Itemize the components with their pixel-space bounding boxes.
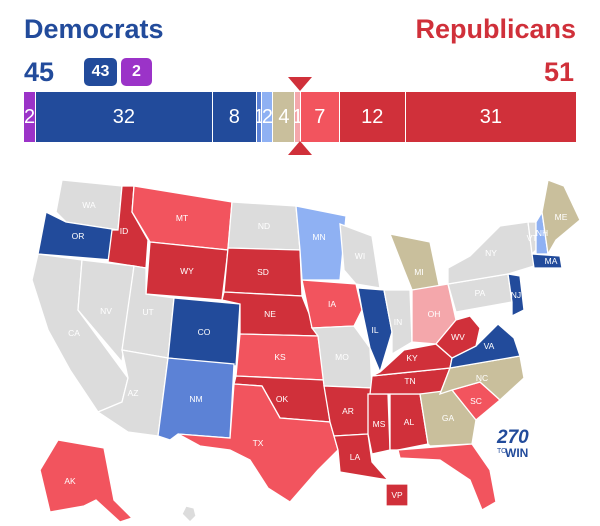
state-label-mi: MI — [414, 267, 423, 277]
state-label-ca: CA — [68, 328, 80, 338]
state-label-mt: MT — [176, 213, 188, 223]
logo-number: 270 — [497, 427, 529, 448]
state-label-wv: WV — [451, 332, 465, 342]
state-label-ky: KY — [406, 353, 418, 363]
state-hi[interactable] — [181, 505, 197, 523]
republicans-label: Republicans — [415, 14, 576, 44]
state-map-svg: WA OR CA ID NV MT WY UT AZ CO NM ND SD NE KS OK TX MN IA MO… — [31, 179, 581, 523]
state-label-oh: OH — [428, 309, 441, 319]
state-nh[interactable] — [535, 210, 549, 255]
state-label-va: VA — [484, 341, 495, 351]
state-nv[interactable] — [77, 259, 135, 364]
democrat-seats-badge: 43 — [84, 58, 117, 86]
state-nj[interactable] — [507, 273, 525, 318]
state-label-vp: VP — [391, 490, 403, 500]
state-label-nm: NM — [189, 394, 202, 404]
state-label-vt: VT — [527, 233, 538, 243]
seat-segment-rep-not-up: 31 — [404, 92, 576, 142]
270towin-logo: 270 TO WIN — [497, 427, 537, 460]
seat-segment-safe-dem: 8 — [211, 92, 256, 142]
state-label-ks: KS — [274, 352, 286, 362]
state-label-pa: PA — [475, 288, 486, 298]
seat-segment-dem-not-up: 32 — [35, 92, 212, 142]
state-label-sd: SD — [257, 267, 269, 277]
independent-seats-badge: 2 — [121, 58, 152, 86]
state-label-wi: WI — [355, 251, 365, 261]
state-label-al: AL — [404, 417, 415, 427]
state-me[interactable] — [541, 179, 581, 256]
state-label-nd: ND — [258, 221, 270, 231]
seat-segment-toss-up: 4 — [272, 92, 295, 142]
state-vp[interactable] — [385, 483, 409, 507]
senate-header: Democrats Republicans 45 51 43 2 — [0, 0, 600, 90]
state-label-ar: AR — [342, 406, 354, 416]
seat-segment-leans-rep: 1 — [294, 92, 300, 142]
state-label-ne: NE — [264, 309, 276, 319]
state-label-or: OR — [72, 231, 85, 241]
state-label-la: LA — [350, 452, 361, 462]
state-label-nh: NH — [536, 228, 548, 238]
state-label-ma: MA — [545, 256, 558, 266]
state-label-mn: MN — [312, 232, 325, 242]
state-wv[interactable] — [435, 315, 481, 359]
democrats-label: Democrats — [24, 14, 164, 44]
state-label-tx: TX — [253, 438, 264, 448]
state-label-id: ID — [120, 226, 129, 236]
seat-segment-independent: 2 — [24, 92, 36, 142]
republicans-total: 51 — [543, 57, 574, 87]
state-co[interactable] — [167, 297, 241, 367]
state-fl[interactable] — [397, 443, 497, 511]
state-ma[interactable] — [531, 253, 563, 269]
state-label-az: AZ — [128, 388, 139, 398]
state-label-wa: WA — [82, 200, 96, 210]
majority-marker-bottom-icon — [288, 141, 312, 155]
state-label-sc: SC — [470, 396, 482, 406]
state-label-me: ME — [555, 212, 568, 222]
state-mi[interactable] — [388, 233, 441, 291]
state-label-nv: NV — [100, 306, 112, 316]
state-in[interactable] — [383, 289, 413, 356]
state-ia[interactable] — [301, 279, 363, 329]
logo-to: TO — [497, 448, 507, 455]
state-label-ia: IA — [328, 299, 336, 309]
logo-win: WIN — [505, 446, 529, 460]
state-ak[interactable] — [39, 439, 134, 523]
seat-segment-leans-dem: 2 — [261, 92, 273, 142]
state-label-ak: AK — [64, 476, 76, 486]
state-label-nj: NJ — [511, 290, 521, 300]
state-label-mo: MO — [335, 352, 349, 362]
state-label-ms: MS — [373, 419, 386, 429]
state-label-wy: WY — [180, 266, 194, 276]
seat-balance-bar: 2328124171231 — [24, 92, 576, 142]
state-label-fl: FL — [454, 480, 464, 490]
seat-segment-likely-rep: 7 — [300, 92, 339, 142]
state-label-in: IN — [394, 317, 403, 327]
state-label-co: CO — [198, 327, 211, 337]
seat-segment-safe-rep: 12 — [338, 92, 405, 142]
state-label-ny: NY — [485, 248, 497, 258]
state-label-ok: OK — [276, 394, 289, 404]
state-mn[interactable] — [295, 205, 347, 281]
state-label-il: IL — [371, 325, 378, 335]
majority-marker-top-icon — [288, 77, 312, 91]
state-label-nc: NC — [476, 373, 488, 383]
state-label-tn: TN — [404, 376, 415, 386]
state-wi[interactable] — [339, 223, 381, 289]
state-label-ga: GA — [442, 413, 455, 423]
seat-segment-likely-dem: 1 — [255, 92, 262, 142]
us-senate-map: WA OR CA ID NV MT WY UT AZ CO NM ND SD NE KS OK TX MN IA MO… — [0, 150, 600, 526]
democrats-total: 45 — [24, 57, 55, 87]
state-tx[interactable] — [177, 383, 339, 503]
state-label-ut: UT — [142, 307, 153, 317]
